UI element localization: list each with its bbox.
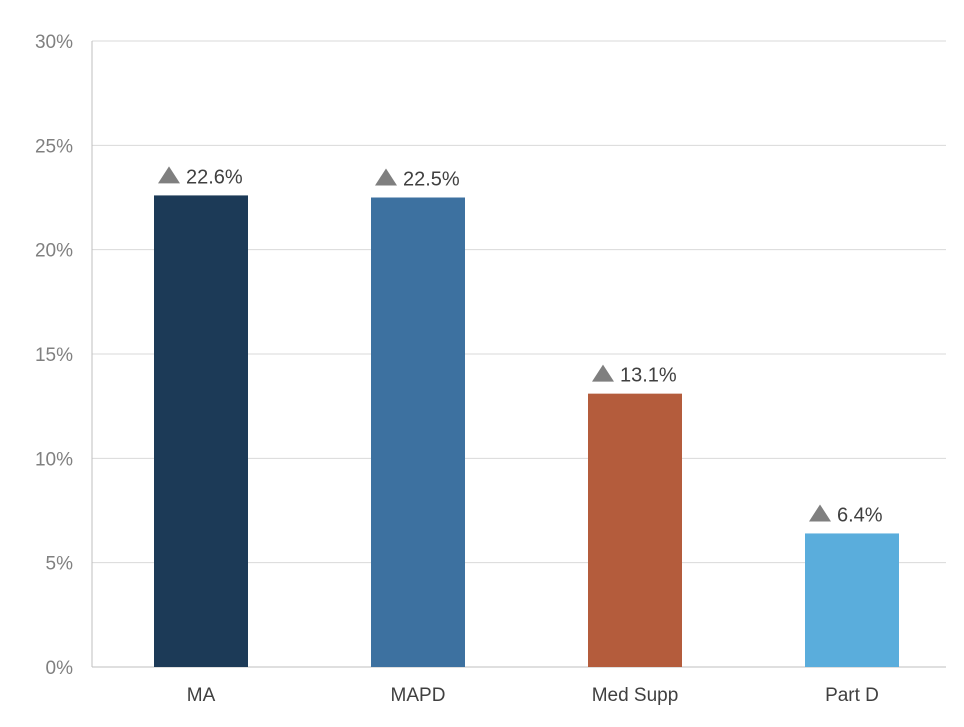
bars	[154, 195, 899, 667]
y-tick-label: 10%	[35, 449, 73, 470]
y-tick-label: 5%	[46, 554, 74, 575]
up-triangle-icon	[592, 364, 614, 382]
x-category-label: Med Supp	[592, 685, 679, 706]
bar	[588, 393, 682, 667]
bar	[154, 195, 248, 667]
up-triangle-icon	[158, 166, 180, 184]
y-axis-tick-labels: 0% 5% 10% 15% 20% 25% 30%	[35, 32, 73, 679]
data-label: 6.4%	[837, 504, 883, 526]
data-label: 22.6%	[186, 166, 243, 188]
x-category-label: MAPD	[391, 685, 446, 706]
y-tick-label: 20%	[35, 241, 73, 262]
data-labels: 22.6% 22.5% 13.1% 6.4%	[158, 166, 883, 526]
y-tick-label: 15%	[35, 345, 73, 366]
x-category-label: MA	[187, 685, 216, 706]
up-triangle-icon	[809, 504, 831, 522]
x-axis-category-labels: MA MAPD Med Supp Part D	[187, 685, 879, 706]
y-tick-label: 30%	[35, 32, 73, 53]
up-triangle-icon	[375, 168, 397, 186]
bar	[805, 533, 899, 667]
y-tick-label: 0%	[46, 658, 74, 679]
data-label: 13.1%	[620, 365, 677, 387]
data-label: 22.5%	[403, 169, 460, 191]
y-tick-label: 25%	[35, 136, 73, 157]
bar	[371, 197, 465, 667]
x-category-label: Part D	[825, 685, 879, 706]
